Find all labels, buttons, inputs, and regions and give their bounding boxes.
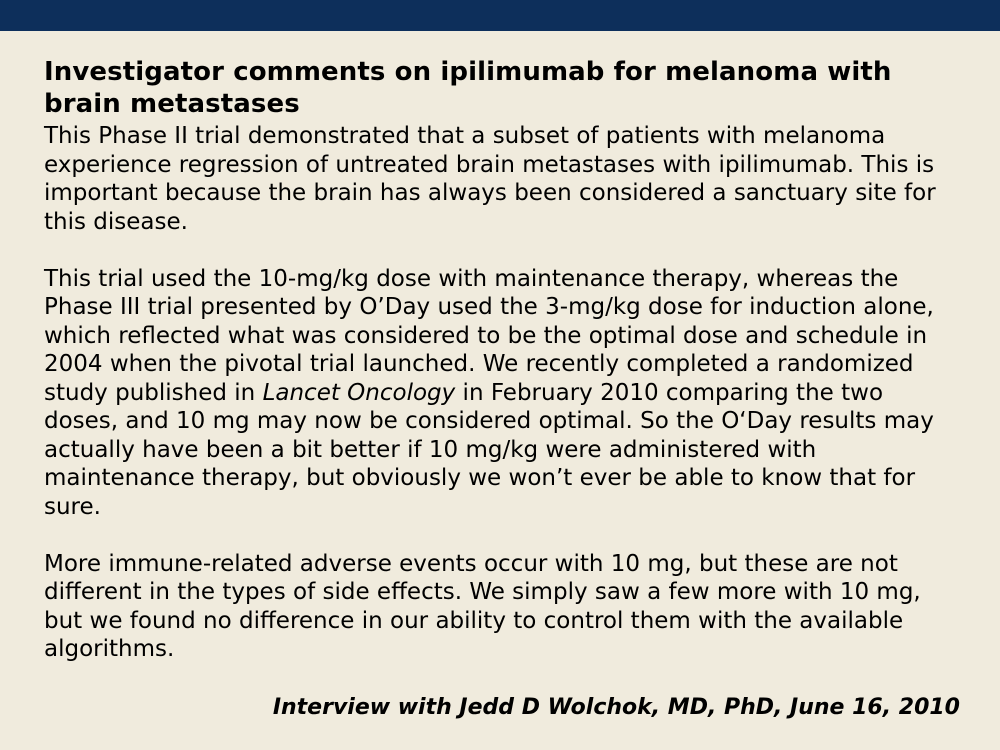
slide-content: Investigator comments on ipilimumab for … bbox=[44, 56, 962, 664]
top-header-bar bbox=[0, 0, 1000, 31]
paragraph-dosing: This trial used the 10-mg/kg dose with m… bbox=[44, 265, 962, 522]
interview-attribution: Interview with Jedd D Wolchok, MD, PhD, … bbox=[272, 695, 960, 720]
paragraph-adverse-events: More immune-related adverse events occur… bbox=[44, 550, 921, 663]
slide-title: Investigator comments on ipilimumab for … bbox=[44, 57, 892, 119]
journal-title: Lancet Oncology bbox=[262, 379, 456, 406]
paragraph-dosing-text-start: This trial used the 10-mg/kg dose with m… bbox=[44, 265, 934, 406]
paragraph-dosing-text-end: in February 2010 comparing the two doses… bbox=[44, 379, 934, 520]
paragraph-intro: This Phase II trial demonstrated that a … bbox=[44, 123, 936, 235]
